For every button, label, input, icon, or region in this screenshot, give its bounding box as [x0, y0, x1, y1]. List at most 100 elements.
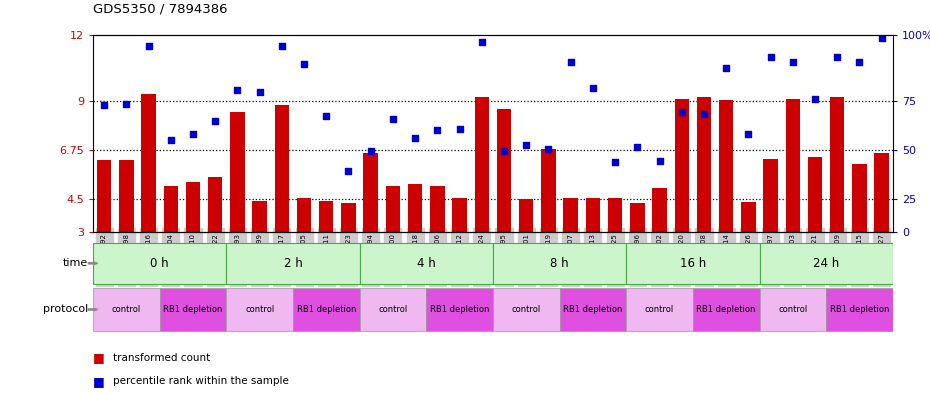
Point: [385, 116, 400, 123]
Bar: [719, 100, 734, 232]
Point: [541, 146, 556, 152]
Point: [852, 59, 867, 65]
Bar: [564, 198, 578, 232]
Bar: [493, 288, 560, 331]
Text: 4 h: 4 h: [417, 257, 435, 270]
Bar: [319, 201, 334, 232]
Bar: [341, 204, 355, 232]
Point: [697, 111, 711, 117]
Bar: [608, 198, 622, 232]
Bar: [760, 242, 893, 284]
Bar: [431, 186, 445, 232]
Point: [497, 148, 512, 154]
Bar: [497, 108, 512, 232]
Text: ■: ■: [93, 351, 105, 364]
Bar: [226, 288, 293, 331]
Bar: [252, 201, 267, 232]
Bar: [226, 242, 360, 284]
Bar: [560, 288, 626, 331]
Point: [230, 87, 245, 93]
Bar: [786, 99, 800, 232]
Bar: [652, 188, 667, 232]
Bar: [764, 159, 777, 232]
Bar: [119, 160, 134, 232]
Point: [119, 101, 134, 107]
Text: control: control: [778, 305, 807, 314]
Text: percentile rank within the sample: percentile rank within the sample: [113, 376, 289, 386]
Bar: [293, 288, 360, 331]
Bar: [626, 288, 693, 331]
Point: [785, 59, 800, 65]
Bar: [693, 288, 760, 331]
Point: [807, 95, 822, 102]
Text: RB1 depletion: RB1 depletion: [164, 305, 222, 314]
Point: [274, 43, 289, 50]
Text: RB1 depletion: RB1 depletion: [564, 305, 622, 314]
Bar: [626, 242, 760, 284]
Point: [741, 130, 756, 137]
Bar: [519, 199, 534, 232]
Point: [207, 118, 222, 124]
Bar: [93, 242, 226, 284]
Point: [297, 61, 312, 67]
Point: [652, 158, 667, 164]
Text: control: control: [512, 305, 541, 314]
Point: [564, 59, 578, 65]
Bar: [274, 105, 289, 232]
Point: [874, 35, 889, 41]
Text: RB1 depletion: RB1 depletion: [830, 305, 889, 314]
Text: GDS5350 / 7894386: GDS5350 / 7894386: [93, 3, 228, 16]
Text: 8 h: 8 h: [551, 257, 569, 270]
Bar: [586, 198, 600, 232]
Bar: [760, 288, 826, 331]
Text: RB1 depletion: RB1 depletion: [430, 305, 489, 314]
Point: [185, 130, 200, 137]
Text: protocol: protocol: [43, 305, 88, 314]
Bar: [141, 94, 155, 232]
Bar: [493, 242, 626, 284]
Bar: [808, 156, 822, 232]
Bar: [830, 97, 844, 232]
Point: [674, 108, 689, 115]
Point: [630, 143, 644, 150]
Text: control: control: [644, 305, 674, 314]
Text: control: control: [245, 305, 274, 314]
Point: [341, 167, 356, 174]
Bar: [93, 288, 160, 331]
Bar: [97, 160, 112, 232]
Bar: [208, 177, 222, 232]
Point: [430, 127, 445, 134]
Point: [585, 84, 600, 91]
Point: [252, 89, 267, 95]
Bar: [474, 97, 489, 232]
Point: [830, 54, 844, 61]
Text: 2 h: 2 h: [284, 257, 302, 270]
Bar: [408, 184, 422, 232]
Bar: [826, 288, 893, 331]
Text: 0 h: 0 h: [151, 257, 169, 270]
Bar: [541, 149, 555, 232]
Bar: [360, 242, 493, 284]
Text: ■: ■: [93, 375, 105, 388]
Bar: [674, 99, 689, 232]
Bar: [160, 288, 226, 331]
Bar: [631, 204, 644, 232]
Point: [141, 43, 156, 50]
Bar: [360, 288, 426, 331]
Point: [719, 65, 734, 71]
Text: RB1 depletion: RB1 depletion: [697, 305, 756, 314]
Text: time: time: [63, 258, 88, 268]
Point: [364, 148, 379, 154]
Bar: [852, 164, 867, 232]
Bar: [697, 97, 711, 232]
Text: 16 h: 16 h: [680, 257, 706, 270]
Text: 24 h: 24 h: [813, 257, 839, 270]
Point: [764, 54, 778, 61]
Bar: [164, 186, 178, 232]
Point: [474, 39, 489, 45]
Point: [519, 141, 534, 148]
Text: RB1 depletion: RB1 depletion: [297, 305, 356, 314]
Point: [319, 113, 334, 119]
Point: [607, 159, 622, 165]
Bar: [741, 202, 755, 232]
